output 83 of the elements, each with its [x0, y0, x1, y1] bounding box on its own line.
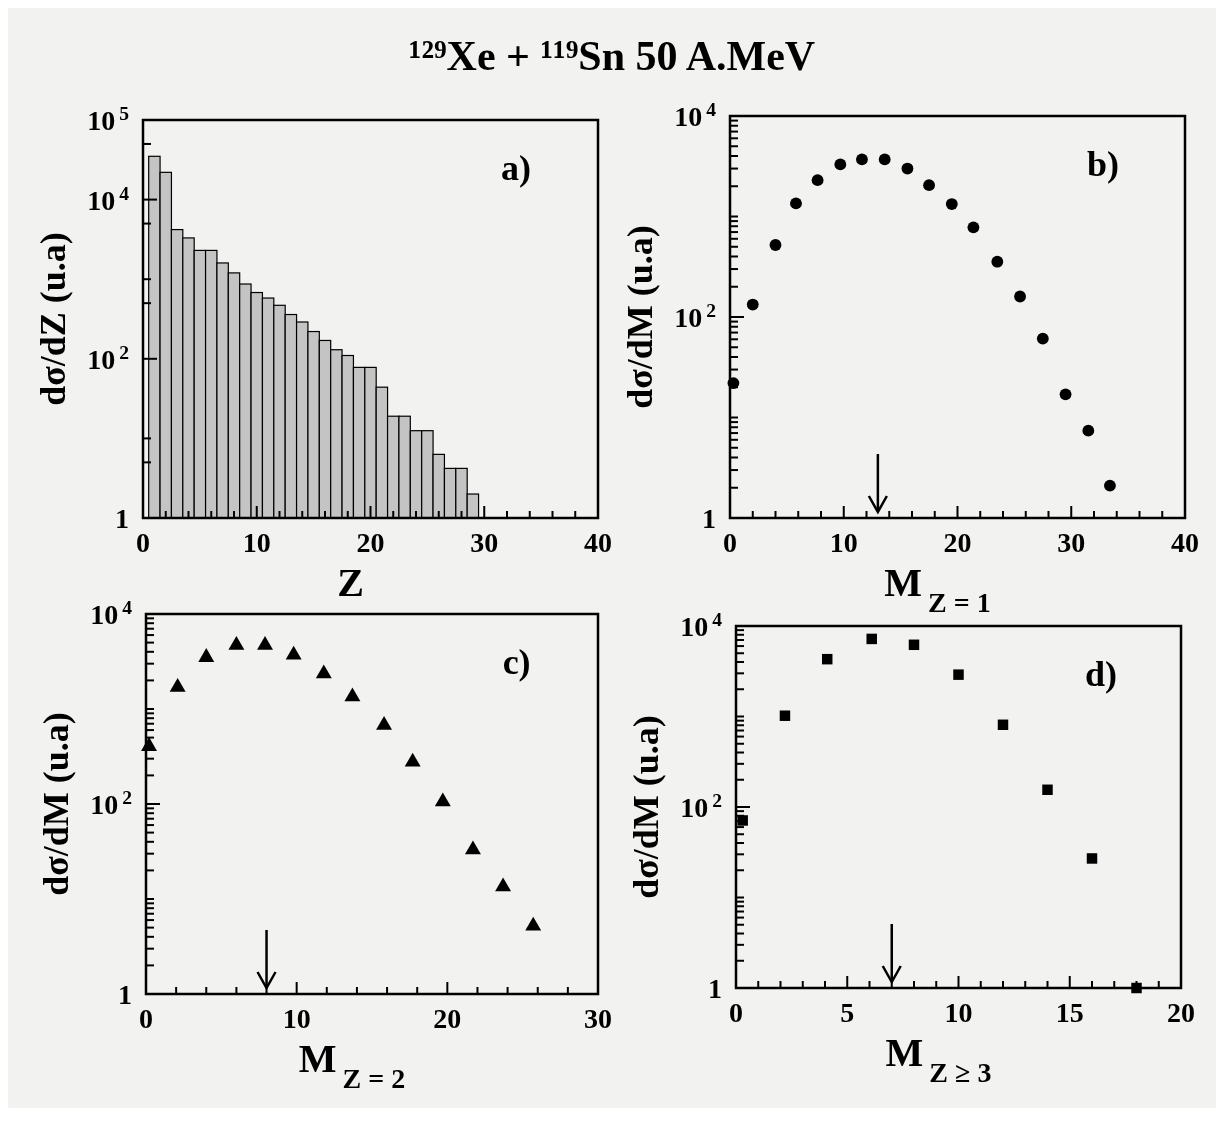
- x-tick-label: 30: [584, 1003, 612, 1034]
- y-tick-label: 1: [118, 979, 132, 1010]
- annotation: d): [1084, 654, 1117, 694]
- x-axis-title: M$_{Z ≥ 3}$: [885, 1030, 992, 1088]
- point: [1082, 424, 1095, 437]
- point: [908, 639, 920, 651]
- x-tick-label: 40: [584, 527, 612, 558]
- point: [811, 174, 824, 187]
- x-tick-label: 20: [433, 1003, 462, 1034]
- point: [1036, 332, 1049, 345]
- point: [1042, 784, 1053, 796]
- x-tick-label: 20: [943, 527, 972, 558]
- point: [404, 752, 421, 767]
- x-tick-label: 10: [242, 527, 271, 558]
- point: [1059, 388, 1072, 401]
- point: [525, 916, 542, 931]
- chart-title: ¹²⁹Xe + ¹¹⁹Sn 50 A.MeV: [408, 33, 816, 79]
- y-tick-label: 10$^{4}$: [680, 608, 723, 642]
- point: [315, 664, 332, 679]
- x-tick-label: 20: [1167, 997, 1195, 1028]
- x-tick-label: 30: [1057, 527, 1086, 558]
- point: [945, 198, 958, 210]
- point: [495, 877, 512, 892]
- point: [464, 840, 481, 855]
- x-tick-label: 30: [470, 527, 499, 558]
- point: [376, 716, 393, 730]
- point: [953, 669, 964, 680]
- point: [1014, 290, 1026, 303]
- y-axis-title: dσ/dM (u.a): [626, 715, 666, 899]
- point: [967, 221, 980, 234]
- y-tick-label: 10$^{4}$: [87, 182, 130, 216]
- point: [169, 677, 186, 692]
- point: [228, 635, 245, 650]
- y-tick-label: 1: [702, 503, 716, 534]
- y-tick-label: 10$^{2}$: [90, 786, 132, 820]
- annotation: a): [501, 148, 532, 188]
- point: [1086, 853, 1098, 864]
- point: [344, 687, 361, 702]
- point: [769, 239, 782, 251]
- x-axis-title: M$_{Z = 2}$: [298, 1036, 406, 1094]
- y-tick-label: 1: [708, 973, 722, 1004]
- y-axis-title: dσ/dZ (u.a): [33, 232, 73, 406]
- point: [834, 158, 847, 171]
- point: [257, 635, 273, 650]
- y-tick-label: 10$^{4}$: [674, 98, 717, 132]
- y-axis-title: dσ/dM (u.a): [620, 225, 660, 409]
- x-tick-label: 10: [282, 1003, 311, 1034]
- point: [997, 719, 1009, 731]
- point: [901, 162, 914, 175]
- point: [198, 648, 215, 662]
- y-tick-label: 10$^{4}$: [90, 596, 133, 630]
- y-tick-label: 10$^{2}$: [680, 789, 722, 823]
- y-axis-title: dσ/dM (u.a): [36, 712, 76, 896]
- x-tick-label: 10: [829, 527, 858, 558]
- point: [1104, 479, 1116, 492]
- x-tick-label: 20: [356, 527, 385, 558]
- point: [285, 645, 302, 660]
- x-tick-label: 40: [1171, 527, 1199, 558]
- x-tick-label: 15: [1055, 997, 1084, 1028]
- point: [434, 792, 451, 807]
- point: [821, 653, 833, 665]
- point: [746, 298, 759, 311]
- y-tick-label: 1: [115, 503, 129, 534]
- y-tick-label: 10$^{2}$: [87, 341, 129, 375]
- annotation: c): [502, 642, 531, 682]
- point: [878, 153, 891, 166]
- point: [923, 179, 935, 192]
- x-tick-label: 5: [840, 997, 855, 1028]
- point: [866, 633, 877, 645]
- x-tick-label: 10: [944, 997, 973, 1028]
- point: [856, 153, 868, 166]
- x-tick-label: 0: [729, 997, 743, 1028]
- y-tick-label: 10$^{5}$: [87, 102, 130, 136]
- point: [991, 255, 1004, 268]
- point: [779, 710, 791, 721]
- x-axis-title: M$_{Z = 1}$: [884, 560, 991, 618]
- point: [790, 197, 802, 210]
- x-tick-label: 0: [139, 1003, 153, 1034]
- y-tick-label: 10$^{2}$: [674, 299, 716, 333]
- x-axis-title: Z: [337, 560, 364, 605]
- x-tick-label: 0: [136, 527, 150, 558]
- x-tick-label: 0: [723, 527, 737, 558]
- annotation: b): [1087, 144, 1120, 184]
